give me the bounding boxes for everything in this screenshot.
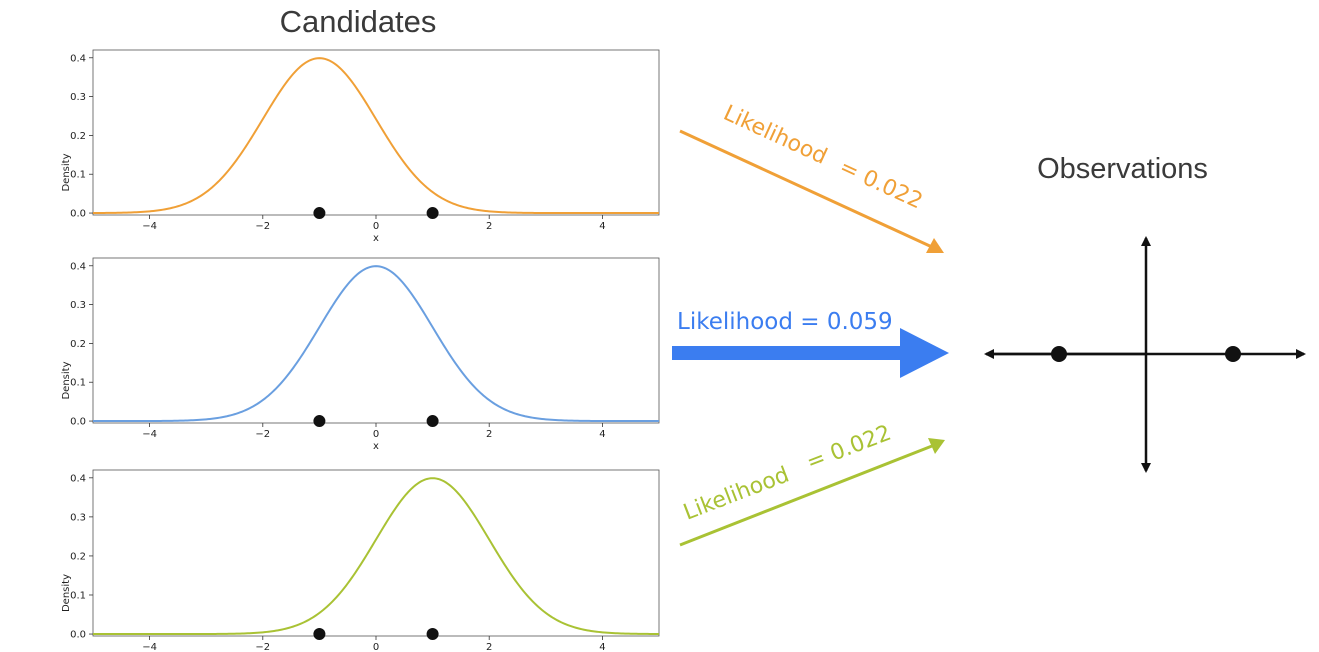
observation-point (1225, 346, 1241, 362)
observation-point (1051, 346, 1067, 362)
candidate-chart-1: 0.0 0.1 0.2 0.3 0.4 −4 −2 0 2 4 x Density (61, 49, 660, 244)
x-tick-label: 0 (373, 429, 379, 440)
x-axis-label: x (373, 233, 379, 244)
x-tick-label: −2 (255, 642, 270, 652)
y-tick-label: 0.4 (70, 261, 86, 272)
x-axis-label: x (373, 441, 379, 452)
y-tick-label: 0.0 (70, 209, 86, 220)
y-axis-label: Density (61, 361, 72, 399)
candidate-charts: 0.00.10.20.30.4−4 −2 0 2 4xDensity0.00.10.20… (61, 49, 660, 652)
candidate-chart-2: 0.0 0.1 0.2 0.3 0.4 −4 −2 0 2 4 x Density (61, 257, 660, 452)
x-tick-label: −2 (255, 221, 270, 232)
x-tick-label: −2 (255, 429, 270, 440)
x-tick-label: 4 (599, 221, 605, 232)
observation-dot (426, 628, 439, 641)
likelihood-arrow-bottom: Likelihood = 0.022 (679, 421, 945, 547)
plot-frame (92, 49, 660, 216)
x-tick-label: 2 (486, 221, 492, 232)
likelihood-top-label: Likelihood (719, 101, 830, 170)
y-tick-label: 0.0 (70, 630, 86, 641)
candidates-title: Candidates (279, 4, 437, 39)
observation-dot (426, 207, 439, 220)
likelihood-bottom-label: Likelihood (680, 463, 793, 526)
likelihood-middle-label: Likelihood = 0.059 (677, 309, 893, 335)
observation-dot (313, 207, 326, 220)
y-tick-label: 0.3 (70, 512, 86, 523)
likelihood-arrow-middle: Likelihood = 0.059 (672, 309, 949, 378)
observation-dot (313, 415, 326, 428)
observation-dot (426, 415, 439, 428)
candidate-chart-3: 0.0 0.1 0.2 0.3 0.4 −4 −2 0 2 4 Density (61, 469, 660, 652)
y-tick-label: 0.4 (70, 53, 86, 64)
y-tick-label: 0.0 (70, 417, 86, 428)
observations-title: Observations (1037, 153, 1208, 185)
y-tick-label: 0.3 (70, 92, 86, 103)
observation-dot (313, 628, 326, 641)
likelihood-arrow-top: Likelihood = 0.022 (679, 101, 944, 253)
density-curve (93, 477, 659, 636)
x-tick-label: 4 (599, 429, 605, 440)
y-tick-label: 0.2 (70, 131, 86, 142)
y-tick-label: 0.1 (70, 590, 86, 601)
y-axis-label: Density (61, 574, 72, 612)
density-curve (92, 57, 659, 215)
y-tick-label: 0.4 (70, 473, 86, 484)
y-axis-label: Density (61, 153, 72, 191)
y-tick-label: 0.2 (70, 339, 86, 350)
x-tick-label: −4 (142, 221, 157, 232)
x-tick-label: 4 (599, 642, 605, 652)
x-tick-label: 0 (373, 642, 379, 652)
observations-axis (984, 236, 1306, 473)
y-tick-label: 0.3 (70, 300, 86, 311)
y-tick-label: 0.2 (70, 551, 86, 562)
likelihood-top-value: = 0.022 (835, 155, 926, 215)
y-tick-label: 0.1 (70, 170, 86, 181)
x-tick-label: 2 (486, 642, 492, 652)
x-tick-label: −4 (142, 429, 157, 440)
plot-frame (92, 469, 660, 637)
x-tick-label: 0 (373, 221, 379, 232)
x-tick-label: −4 (142, 642, 157, 652)
density-curve (93, 265, 659, 423)
y-tick-label: 0.1 (70, 378, 86, 389)
plot-frame (92, 257, 660, 424)
x-tick-label: 2 (486, 429, 492, 440)
